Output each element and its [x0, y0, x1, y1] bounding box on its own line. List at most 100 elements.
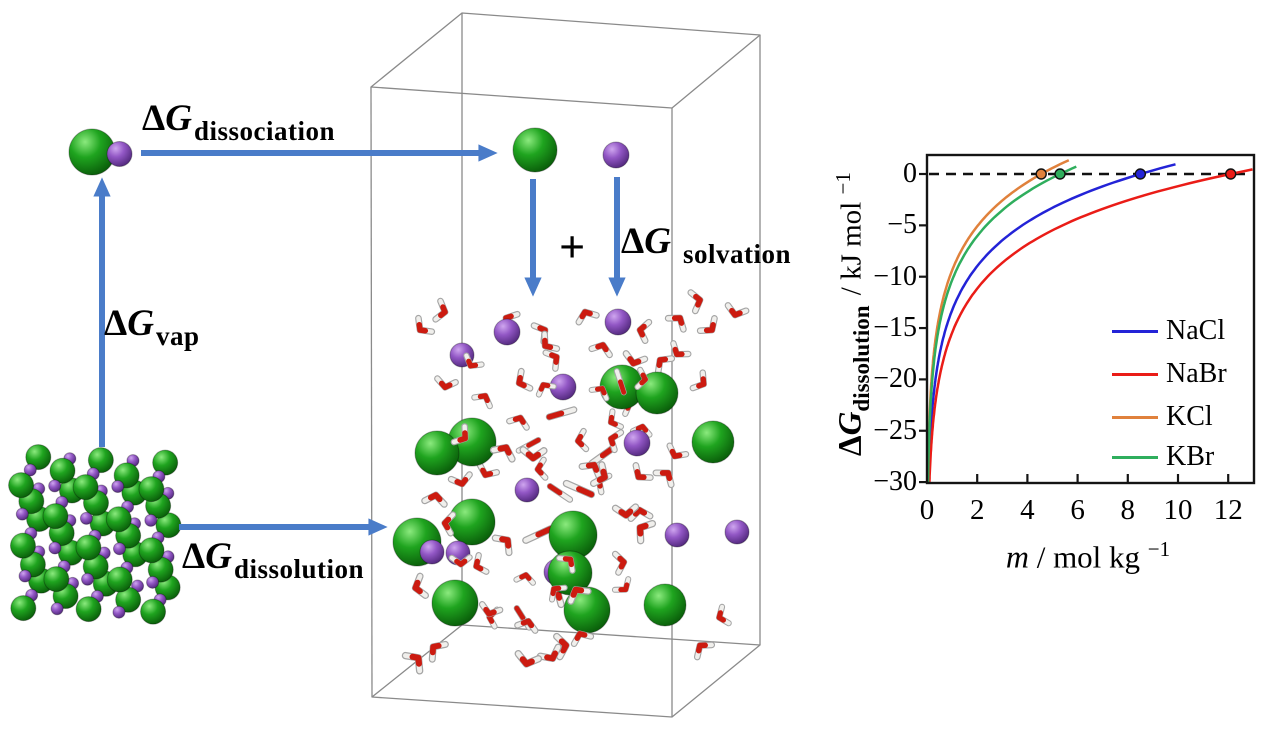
dissolution-chart: [919, 153, 1256, 485]
green-ion: [87, 447, 114, 474]
water-molecule: [432, 297, 449, 323]
water-molecule: [513, 571, 537, 586]
green-ion: [152, 449, 179, 476]
green-ion: [106, 566, 133, 593]
x-tick-label-2: 2: [969, 494, 985, 526]
water-molecule: [724, 302, 750, 319]
green-ion: [8, 472, 35, 499]
green-ion: [431, 579, 479, 627]
water-molecule: [434, 375, 459, 391]
g-symbol: G: [644, 221, 671, 262]
water-molecule: [611, 503, 640, 519]
purple-ion: [664, 522, 690, 548]
solution-molecules: [392, 289, 750, 675]
water-molecule: [574, 427, 590, 453]
water-molecule: [541, 330, 561, 352]
label-subscript: dissolution: [233, 554, 364, 584]
legend-line-NaBr: [1112, 372, 1158, 376]
label-delta-g-vap: ΔGvap: [104, 303, 199, 350]
water-molecule: [514, 617, 539, 634]
purple-ion: [514, 477, 540, 503]
water-molecule: [476, 461, 501, 479]
purple-ion: [623, 429, 651, 457]
delta-symbol: Δ: [142, 98, 166, 139]
purple-ion: [493, 318, 521, 346]
water-molecule: [634, 366, 649, 391]
curve-NaBr: [928, 168, 1253, 482]
water-molecule: [489, 443, 516, 463]
water-molecule: [588, 385, 610, 402]
legend-entry-KBr: KBr: [1112, 443, 1214, 471]
saturation-marker-KBr: [1054, 168, 1066, 180]
water-molecule: [491, 534, 513, 557]
purple-ion: [23, 463, 37, 477]
purple-ion: [106, 141, 133, 167]
green-ion: [72, 474, 99, 501]
water-molecule: [588, 341, 613, 359]
water-molecule: [421, 491, 448, 508]
purple-ion: [112, 542, 126, 556]
gas-phase-ions: [68, 127, 630, 176]
legend-entry-NaCl: NaCl: [1112, 317, 1225, 345]
water-molecule: [536, 643, 562, 662]
green-ion: [643, 583, 687, 627]
water-molecule: [556, 555, 576, 574]
water-molecule: [613, 368, 627, 396]
plot-border: [925, 153, 1256, 485]
water-molecule: [588, 444, 617, 467]
water-molecule: [401, 651, 424, 675]
water-molecule: [570, 630, 595, 648]
water-molecule: [522, 525, 555, 544]
water-molecule: [575, 308, 600, 326]
g-symbol: G: [127, 303, 154, 344]
water-molecule: [693, 641, 716, 661]
process-arrows: [93, 144, 626, 536]
purple-ion: [48, 479, 62, 493]
water-molecule: [562, 479, 596, 499]
y-label-exponent: −1: [830, 172, 855, 195]
legend-entry-NaBr: NaBr: [1112, 360, 1227, 388]
water-molecule: [447, 471, 473, 488]
x-tick-label-6: 6: [1070, 494, 1085, 526]
water-molecule: [629, 423, 653, 438]
legend-entry-KCl: KCl: [1112, 403, 1213, 431]
label-delta-g-dissolution: ΔGdissolution: [182, 538, 364, 583]
water-molecule: [687, 289, 704, 315]
green-ion: [25, 444, 52, 471]
legend-line-KCl: [1112, 415, 1158, 419]
green-ion: [75, 596, 102, 623]
y-tick-label--10: −10: [873, 260, 917, 292]
x-tick-label-10: 10: [1163, 494, 1193, 526]
water-molecule: [514, 650, 543, 668]
water-molecule: [636, 318, 653, 345]
salt-crystal: [8, 444, 182, 625]
purple-ion: [15, 507, 29, 521]
purple-ion: [79, 511, 93, 525]
legend-label-KBr: KBr: [1166, 441, 1215, 472]
y-tick-label--15: −15: [873, 312, 917, 344]
saturation-marker-KCl: [1035, 168, 1047, 180]
water-molecule: [652, 469, 675, 489]
y-tick-label--30: −30: [873, 466, 917, 498]
purple-ion: [604, 308, 632, 336]
y-tick-label--20: −20: [873, 363, 917, 395]
water-molecule: [428, 640, 449, 663]
water-molecule: [578, 461, 603, 480]
green-ion: [105, 506, 132, 533]
green-ion: [75, 534, 102, 561]
water-molecule: [611, 550, 628, 576]
curve-KBr: [928, 165, 1077, 482]
legend-label-KCl: KCl: [1166, 401, 1213, 432]
water-molecule: [696, 315, 718, 335]
g-symbol: G: [165, 98, 192, 139]
water-molecule: [548, 584, 568, 603]
water-molecule: [545, 406, 578, 421]
green-ion: [138, 537, 165, 564]
saturation-marker-NaCl: [1134, 168, 1147, 180]
water-molecule: [473, 552, 490, 575]
green-ion: [140, 598, 167, 625]
x-tick-label-4: 4: [1020, 494, 1035, 526]
curve-NaCl: [928, 163, 1176, 482]
water-molecule: [411, 572, 430, 599]
